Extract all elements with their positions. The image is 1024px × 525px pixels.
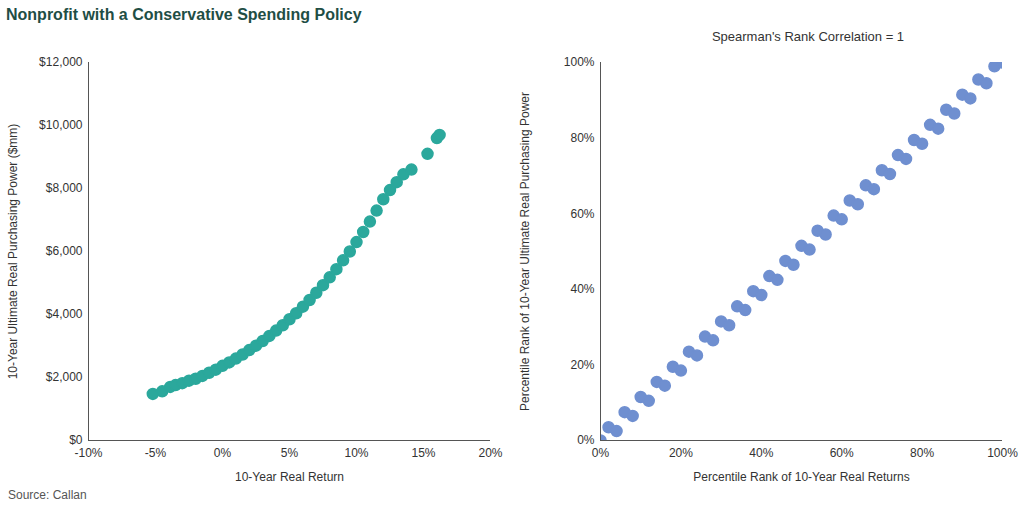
svg-text:$4,000: $4,000 [46, 307, 83, 321]
html-text:Source: Callan: Source: Callan [8, 488, 87, 502]
svg-text:40%: 40% [570, 282, 594, 296]
svg-text:10-Year Real Return: 10-Year Real Return [235, 470, 344, 484]
svg-text:20%: 20% [478, 446, 502, 460]
svg-text:0%: 0% [214, 446, 232, 460]
svg-text:15%: 15% [411, 446, 435, 460]
html-text:Spearman's Rank Correlation =: Spearman's Rank Correlation = 1 [711, 29, 905, 44]
svg-text:100%: 100% [564, 55, 595, 69]
svg-text:20%: 20% [669, 446, 693, 460]
svg-text:Percentile Rank of 10-Year Rea: Percentile Rank of 10-Year Real Returns [693, 470, 909, 484]
svg-text:-5%: -5% [145, 446, 167, 460]
svg-text:40%: 40% [749, 446, 773, 460]
svg-text:$10,000: $10,000 [39, 118, 83, 132]
svg-text:60%: 60% [570, 207, 594, 221]
svg-text:20%: 20% [570, 358, 594, 372]
svg-text:80%: 80% [910, 446, 934, 460]
svg-text:$12,000: $12,000 [39, 55, 83, 69]
svg-text:0%: 0% [577, 433, 595, 448]
svg-text:100%: 100% [987, 446, 1018, 460]
svg-text:0%: 0% [592, 446, 610, 460]
svg-text:$6,000: $6,000 [46, 244, 83, 258]
svg-text:80%: 80% [570, 131, 594, 145]
svg-text:60%: 60% [830, 446, 854, 460]
html-text:Nonprofit with a Conservative: Nonprofit with a Conservative Spending P… [6, 6, 362, 23]
svg-text:$2,000: $2,000 [46, 370, 83, 384]
svg-text:$0: $0 [69, 433, 83, 448]
svg-text:-10%: -10% [74, 446, 102, 460]
svg-text:$8,000: $8,000 [46, 181, 83, 195]
svg-text:10%: 10% [344, 446, 368, 460]
svg-text:5%: 5% [281, 446, 299, 460]
svg-text:10-Year Ultimate Real Purchasi: 10-Year Ultimate Real Purchasing Power (… [6, 124, 20, 380]
svg-text:Percentile Rank of 10-Year Ult: Percentile Rank of 10-Year Ultimate Real… [518, 92, 532, 411]
